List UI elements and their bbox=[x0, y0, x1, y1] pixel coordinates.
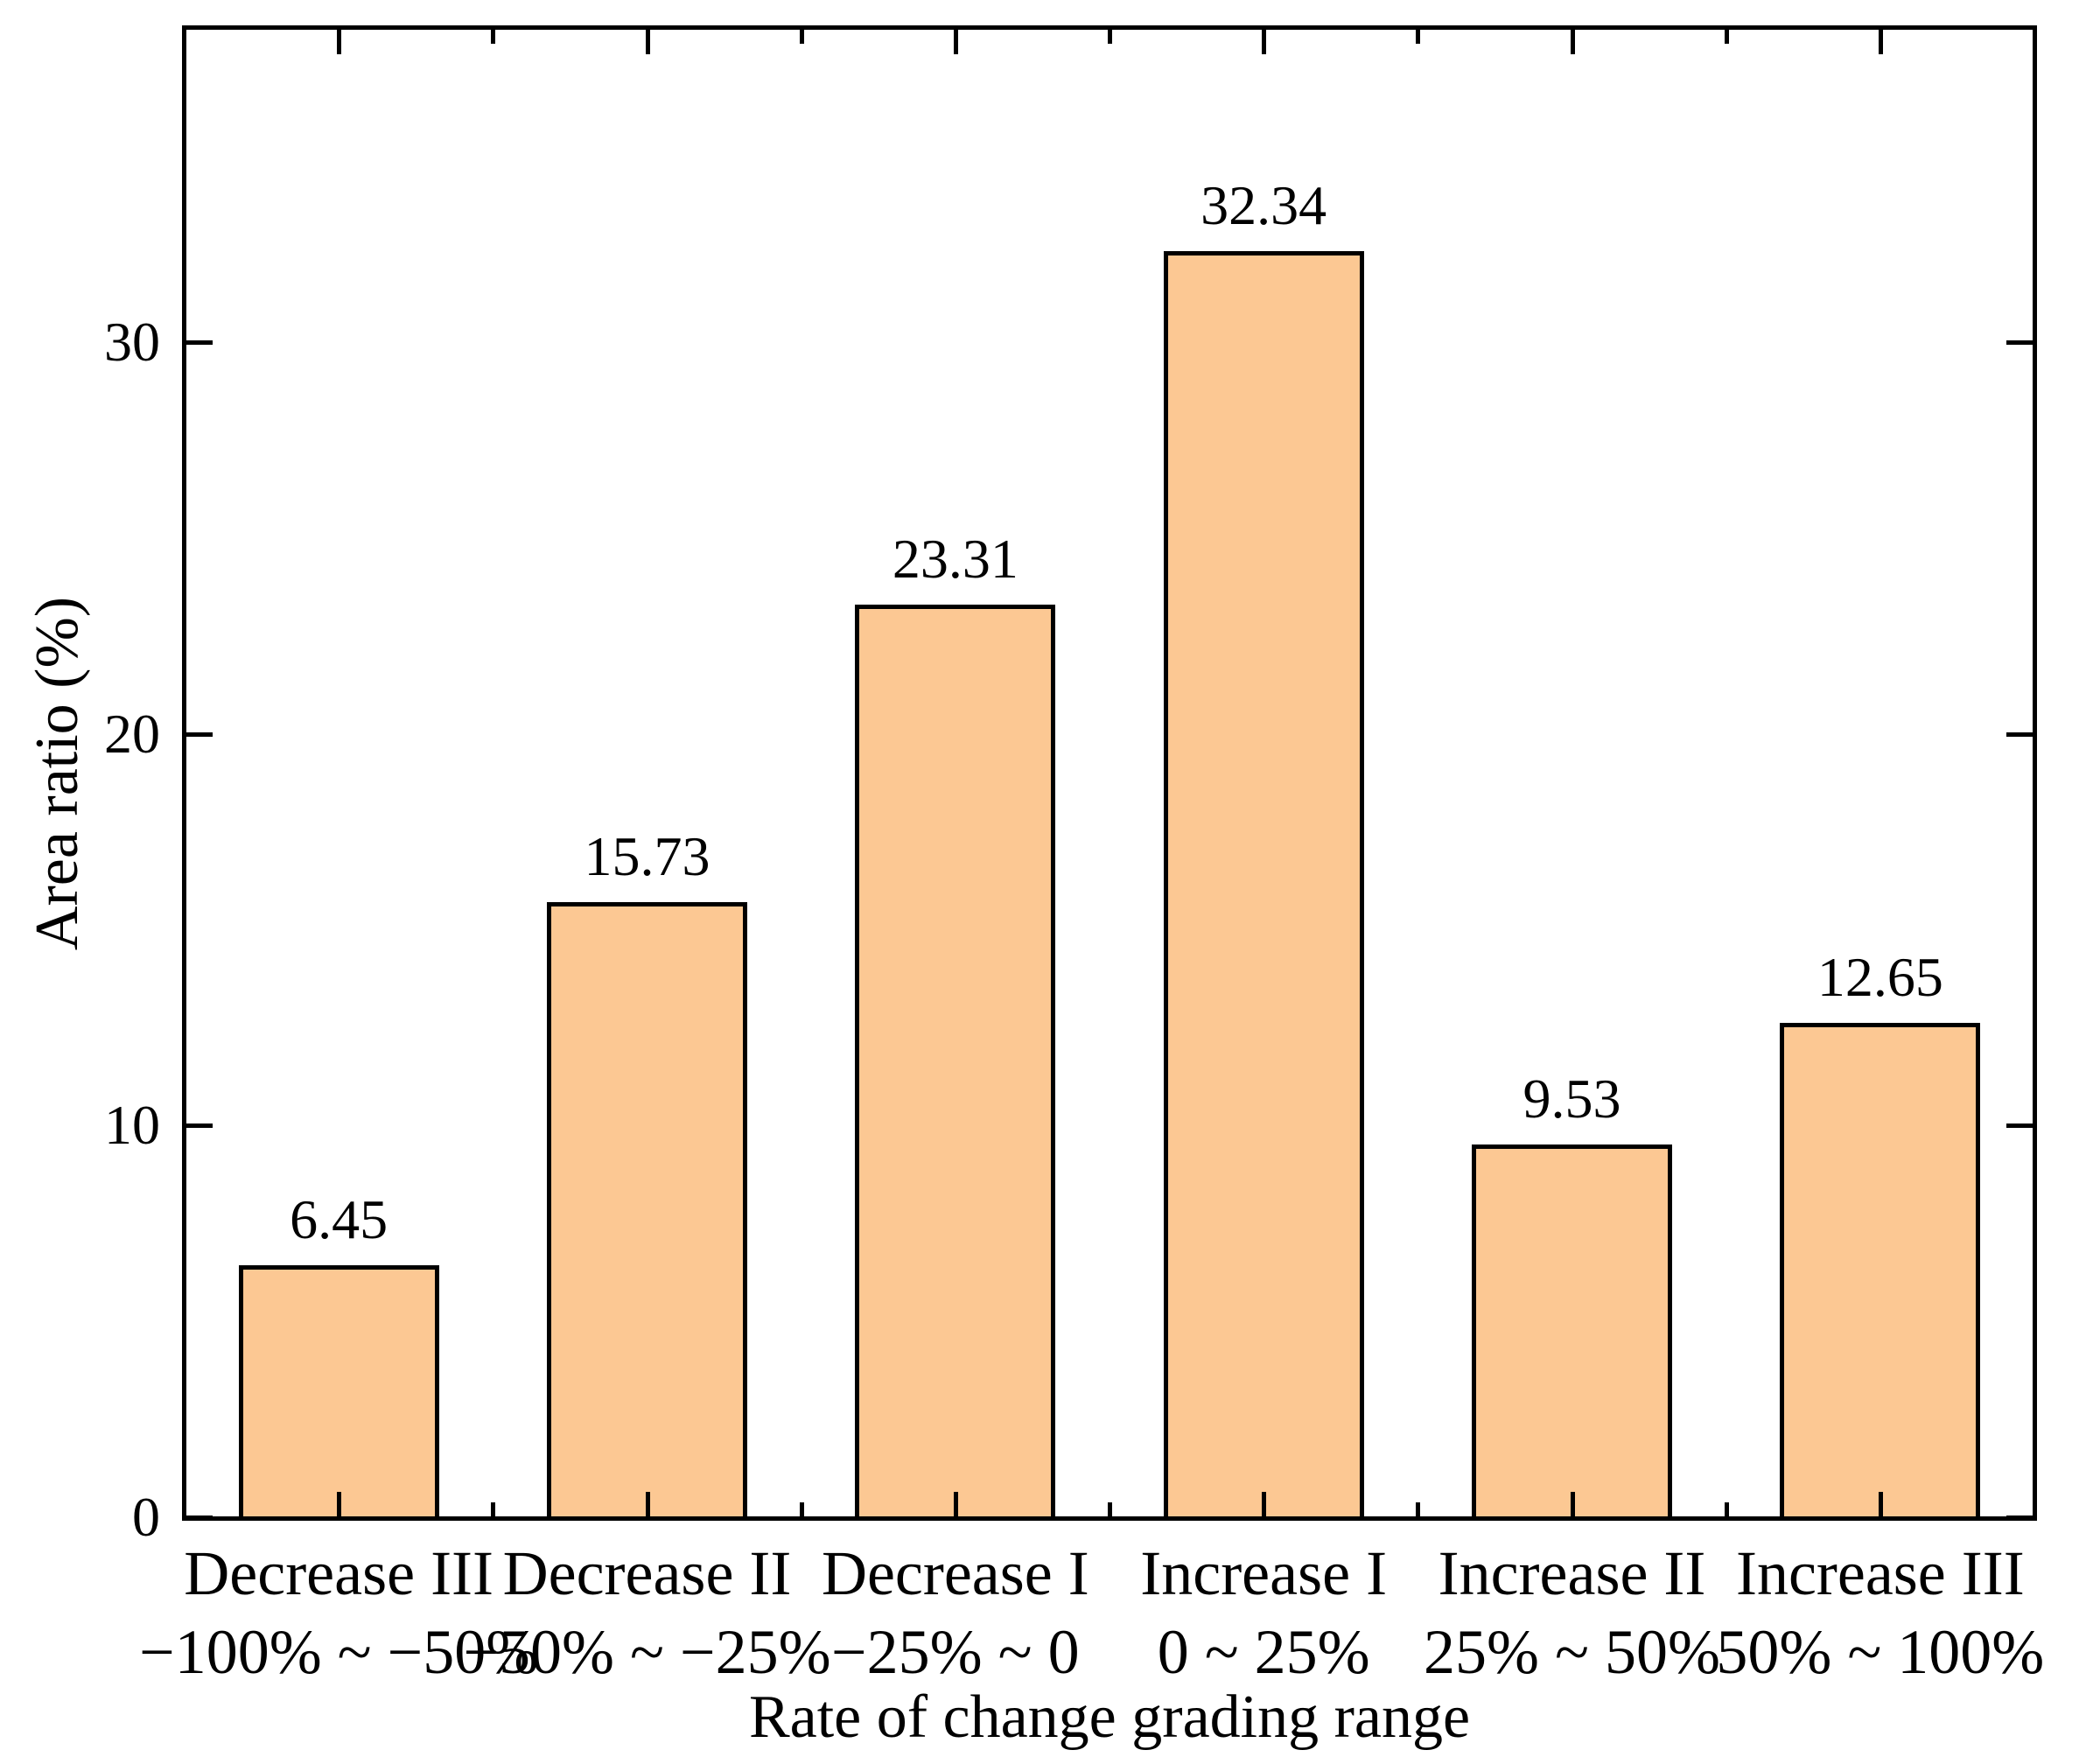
x-tick-minor bbox=[1416, 1502, 1421, 1518]
x-tick-minor bbox=[799, 1502, 804, 1518]
bar-value-label: 15.73 bbox=[584, 825, 710, 887]
x-category-name: Decrease III bbox=[184, 1538, 494, 1608]
y-tick bbox=[186, 1516, 213, 1520]
bar bbox=[547, 902, 747, 1521]
y-tick bbox=[186, 340, 213, 345]
bar-value-label: 9.53 bbox=[1522, 1068, 1621, 1130]
bar bbox=[1472, 1144, 1672, 1521]
x-category-name: Decrease I bbox=[821, 1538, 1089, 1608]
x-category-name: Increase I bbox=[1140, 1538, 1388, 1608]
x-tick-minor bbox=[1724, 30, 1729, 44]
x-tick-major bbox=[337, 1492, 342, 1518]
y-tick-label: 30 bbox=[104, 311, 160, 373]
x-tick-major bbox=[1262, 30, 1267, 54]
y-tick-label: 10 bbox=[104, 1094, 160, 1156]
x-tick-minor bbox=[491, 30, 496, 44]
x-tick-minor bbox=[1416, 30, 1421, 44]
x-tick-major bbox=[953, 1492, 958, 1518]
y-tick bbox=[2006, 1516, 2033, 1520]
x-category-name: Increase II bbox=[1438, 1538, 1706, 1608]
x-tick-minor bbox=[1108, 1502, 1112, 1518]
x-tick-minor bbox=[1724, 1502, 1729, 1518]
bar-value-label: 6.45 bbox=[290, 1188, 388, 1250]
x-tick-major bbox=[645, 30, 650, 54]
y-tick-label: 0 bbox=[132, 1486, 160, 1548]
bar-value-label: 23.31 bbox=[892, 528, 1018, 590]
bar bbox=[1163, 251, 1364, 1521]
bar bbox=[855, 605, 1056, 1521]
x-tick-minor bbox=[491, 1502, 496, 1518]
bar-value-label: 12.65 bbox=[1816, 946, 1943, 1008]
x-category-range: −25% ~ 0 bbox=[831, 1617, 1080, 1687]
x-tick-major bbox=[1262, 1492, 1267, 1518]
x-category-range: −50% ~ −25% bbox=[463, 1617, 831, 1687]
y-tick bbox=[186, 1124, 213, 1128]
x-category-range: 50% ~ 100% bbox=[1716, 1617, 2045, 1687]
x-tick-major bbox=[1570, 1492, 1575, 1518]
x-tick-major bbox=[337, 30, 342, 54]
bar bbox=[238, 1265, 439, 1521]
x-tick-major bbox=[1878, 1492, 1883, 1518]
x-category-range: 0 ~ 25% bbox=[1157, 1617, 1370, 1687]
x-category-range: 25% ~ 50% bbox=[1424, 1617, 1720, 1687]
y-tick-label: 20 bbox=[104, 703, 160, 765]
bar bbox=[1780, 1023, 1981, 1521]
y-axis-title: Area ratio (%) bbox=[24, 596, 91, 951]
x-category-name: Increase III bbox=[1735, 1538, 2025, 1608]
x-tick-major bbox=[1878, 30, 1883, 54]
bar-value-label: 32.34 bbox=[1200, 174, 1327, 236]
x-tick-minor bbox=[1108, 30, 1112, 44]
x-category-name: Decrease II bbox=[502, 1538, 792, 1608]
y-tick bbox=[186, 732, 213, 737]
x-tick-minor bbox=[799, 30, 804, 44]
x-tick-major bbox=[1570, 30, 1575, 54]
y-tick bbox=[2006, 340, 2033, 345]
y-tick bbox=[2006, 1124, 2033, 1128]
plot-area bbox=[182, 25, 2037, 1521]
x-tick-major bbox=[953, 30, 958, 54]
x-tick-major bbox=[645, 1492, 650, 1518]
x-axis-title: Rate of change grading range bbox=[748, 1684, 1471, 1751]
y-tick bbox=[2006, 732, 2033, 737]
x-category-range: −100% ~ −50% bbox=[139, 1617, 539, 1687]
